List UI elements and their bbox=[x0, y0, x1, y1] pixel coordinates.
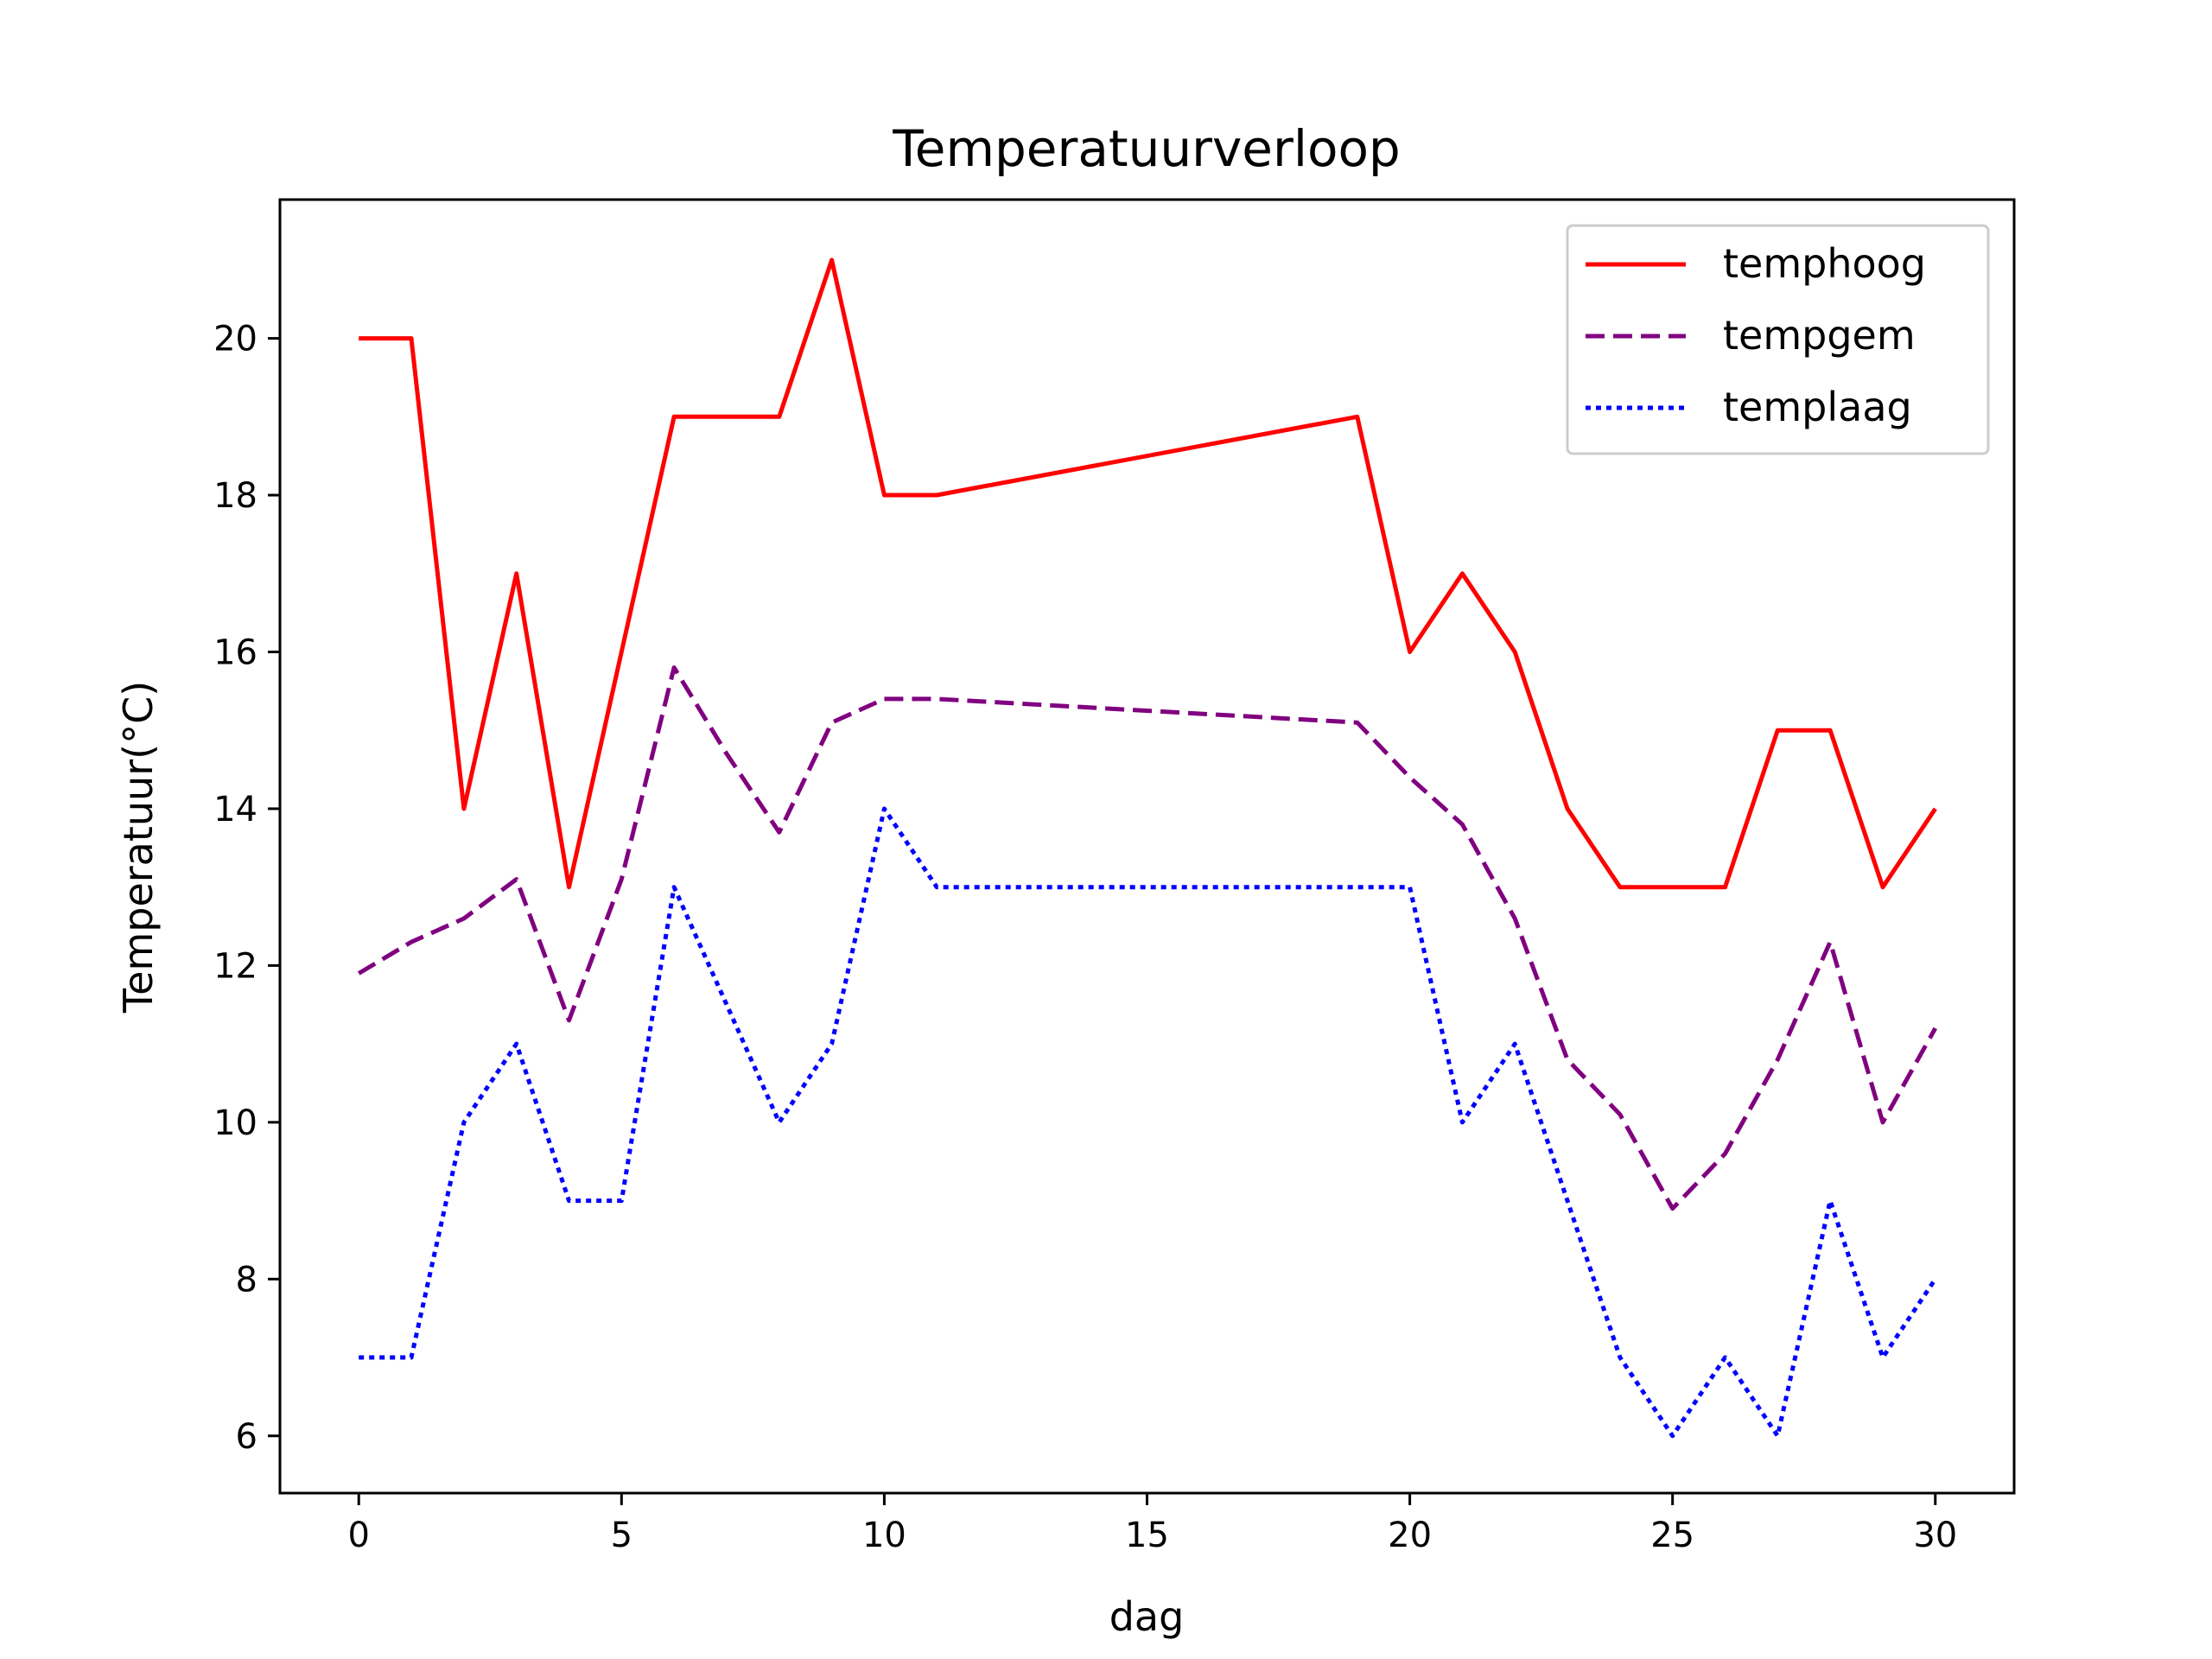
x-tick-label: 10 bbox=[862, 1516, 906, 1555]
x-tick-label: 25 bbox=[1650, 1516, 1694, 1555]
legend: temphoog tempgem templaag bbox=[1566, 224, 1990, 455]
plot-area bbox=[357, 257, 1937, 1439]
y-tick-label: 10 bbox=[213, 1103, 257, 1143]
axes-frame bbox=[278, 198, 2016, 1495]
axis-ticks: 0 5 10 15 20 25 30 6 8 10 12 14 16 18 20 bbox=[213, 320, 1957, 1555]
x-tick-label: 5 bbox=[611, 1516, 632, 1555]
series-line-templaag bbox=[359, 806, 1937, 1439]
y-tick-label: 14 bbox=[213, 790, 257, 830]
x-axis-label: dag bbox=[1109, 1593, 1185, 1640]
x-tick-label: 15 bbox=[1125, 1516, 1169, 1555]
legend-box bbox=[1566, 224, 1990, 455]
legend-label-temphoog: temphoog bbox=[1723, 240, 1926, 287]
y-axis-label: Temperatuur(°C) bbox=[115, 681, 162, 1014]
chart-title: Temperatuurverloop bbox=[892, 119, 1401, 178]
y-tick-label: 6 bbox=[236, 1417, 257, 1457]
x-tick-label: 30 bbox=[1913, 1516, 1957, 1555]
legend-label-tempgem: tempgem bbox=[1723, 312, 1916, 359]
y-tick-label: 16 bbox=[213, 632, 257, 672]
series-line-temphoog bbox=[359, 257, 1937, 890]
legend-label-templaag: templaag bbox=[1723, 384, 1912, 430]
x-tick-label: 0 bbox=[348, 1516, 370, 1555]
x-tick-label: 20 bbox=[1388, 1516, 1432, 1555]
y-tick-label: 12 bbox=[213, 946, 257, 986]
y-tick-label: 8 bbox=[236, 1260, 257, 1300]
series-line-tempgem bbox=[357, 665, 1937, 1211]
y-tick-label: 18 bbox=[213, 476, 257, 516]
y-tick-label: 20 bbox=[213, 320, 257, 359]
